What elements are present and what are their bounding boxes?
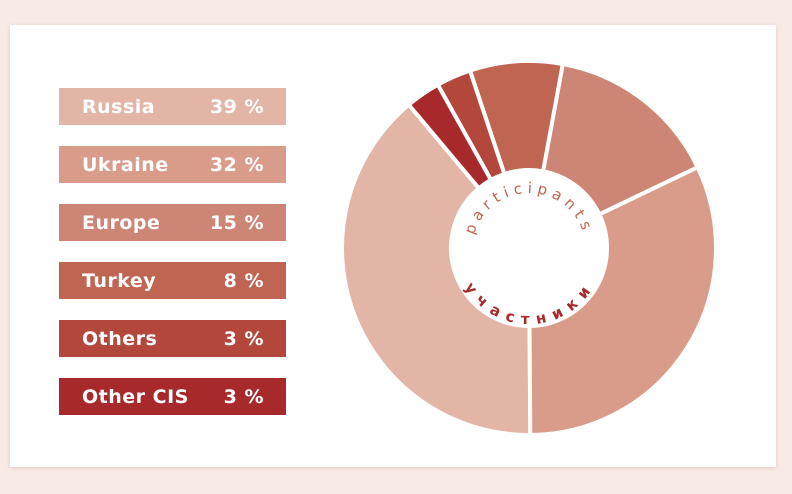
slice (405, 82, 494, 192)
legend-label: Europe (82, 212, 160, 234)
slice (540, 61, 701, 217)
legend-box (59, 320, 286, 357)
legend-label: Ukraine (82, 154, 169, 176)
legend-value: 8 % (224, 270, 264, 292)
legend-box (59, 378, 286, 415)
slice (527, 164, 718, 438)
legend-box (59, 262, 286, 299)
legend-box (59, 88, 286, 125)
slice (340, 101, 533, 437)
legend-value: 15 % (210, 212, 264, 234)
legend-box (59, 146, 286, 183)
legend-value: 3 % (224, 386, 264, 408)
legend-label: Other CIS (82, 386, 189, 408)
legend-label: Others (82, 328, 157, 350)
legend-value: 32 % (210, 154, 264, 176)
legend-box (59, 204, 286, 241)
legend-label: Turkey (82, 270, 156, 292)
legend-value: 3 % (224, 328, 264, 350)
legend-label: Russia (82, 96, 155, 118)
legend-value: 39 % (210, 96, 264, 118)
